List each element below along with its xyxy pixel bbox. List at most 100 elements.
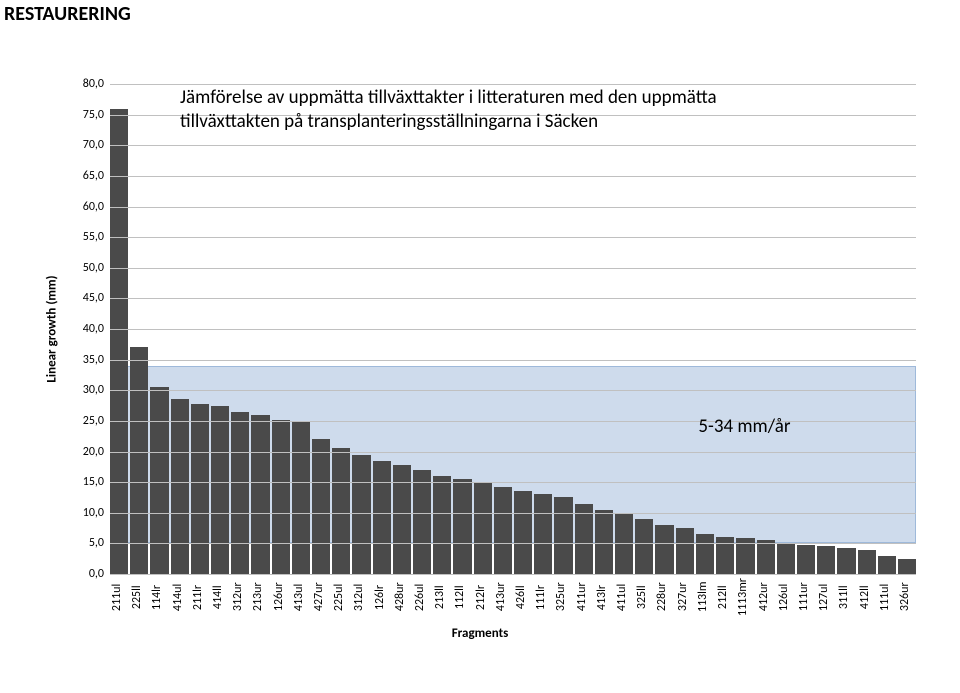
x-tick-label: 414ul: [171, 578, 189, 616]
y-axis-title: Linear growth (mm): [45, 275, 60, 382]
x-tick-label: 126ur: [272, 578, 290, 616]
bar: [837, 548, 855, 574]
grid-line: [110, 176, 916, 177]
x-tick-label: 114lr: [150, 578, 168, 616]
y-tick-label: 40,0: [83, 322, 104, 336]
x-tick-label: 226ul: [413, 578, 431, 616]
x-tick-label: 111lr: [534, 578, 552, 616]
x-tick-label: 311ll: [837, 578, 855, 616]
bar: [453, 479, 471, 574]
bar: [332, 448, 350, 574]
x-tick-label: 212ll: [716, 578, 734, 616]
x-tick-label: 228ur: [655, 578, 673, 616]
x-tick-label: 414ll: [211, 578, 229, 616]
bar: [373, 461, 391, 574]
grid-line: [110, 298, 916, 299]
grid-line: [110, 268, 916, 269]
y-tick-label: 55,0: [83, 230, 104, 244]
x-tick-label: 411ur: [575, 578, 593, 616]
bar: [251, 415, 269, 574]
x-tick-label: 427ur: [312, 578, 330, 616]
chart-description-line: tillväxttakten på transplanteringsställn…: [180, 110, 717, 134]
y-tick-label: 30,0: [83, 383, 104, 397]
x-tick-label: 428ur: [393, 578, 411, 616]
bar: [433, 476, 451, 574]
x-axis-title: Fragments: [452, 626, 509, 641]
y-tick-label: 35,0: [83, 353, 104, 367]
x-tick-label: 325ur: [554, 578, 572, 616]
page-title: RESTAURERING: [4, 2, 131, 26]
x-tick-label: 413ur: [494, 578, 512, 616]
grid-line: [110, 421, 916, 422]
x-tick-label: 213ur: [251, 578, 269, 616]
x-tick-label: 127ul: [817, 578, 835, 616]
x-tick-label: 413ul: [292, 578, 310, 616]
chart-plot-area: Linear growth (mm) 0,05,010,015,020,025,…: [110, 84, 916, 574]
grid-line: [110, 84, 916, 85]
bar-chart: Linear growth (mm) 0,05,010,015,020,025,…: [40, 80, 920, 640]
bar: [534, 494, 552, 574]
bar: [171, 399, 189, 574]
y-tick-label: 0,0: [89, 567, 104, 581]
x-tick-label: 213ll: [433, 578, 451, 616]
bar: [272, 420, 290, 574]
x-tick-label: 225ll: [130, 578, 148, 616]
grid-line: [110, 145, 916, 146]
x-tick-label: 111ul: [878, 578, 896, 616]
bar: [211, 406, 229, 574]
bar: [110, 109, 128, 575]
bar: [231, 412, 249, 574]
grid-line: [110, 452, 916, 453]
bar: [150, 387, 168, 574]
x-tick-labels: 211ul225ll114lr414ul211lr414ll312ur213ur…: [110, 578, 916, 616]
y-tick-label: 70,0: [83, 138, 104, 152]
x-tick-label: 225ul: [332, 578, 350, 616]
grid-line: [110, 482, 916, 483]
x-tick-label: 211lr: [191, 578, 209, 616]
bar: [878, 556, 896, 574]
bar: [655, 525, 673, 574]
bar: [312, 439, 330, 574]
y-tick-label: 15,0: [83, 475, 104, 489]
y-tick-label: 45,0: [83, 291, 104, 305]
y-tick-label: 20,0: [83, 445, 104, 459]
bar: [292, 422, 310, 574]
bar: [676, 528, 694, 574]
y-tick-label: 80,0: [83, 77, 104, 91]
bar: [817, 546, 835, 574]
x-tick-label: 126ul: [777, 578, 795, 616]
bar: [797, 545, 815, 574]
y-tick-label: 65,0: [83, 169, 104, 183]
grid-line: [110, 574, 916, 575]
bar: [696, 534, 714, 574]
bar: [777, 543, 795, 574]
grid-line: [110, 360, 916, 361]
bar: [858, 550, 876, 575]
bar: [474, 483, 492, 574]
x-tick-label: 126lr: [373, 578, 391, 616]
chart-annotation: 5-34 mm/år: [698, 415, 790, 438]
y-tick-label: 75,0: [83, 108, 104, 122]
bar: [413, 470, 431, 574]
bar: [898, 559, 916, 574]
y-tick-label: 60,0: [83, 200, 104, 214]
bar: [494, 487, 512, 574]
bar: [595, 510, 613, 574]
x-tick-label: 413lr: [595, 578, 613, 616]
y-tick-label: 25,0: [83, 414, 104, 428]
grid-line: [110, 390, 916, 391]
x-tick-label: 412ur: [757, 578, 775, 616]
y-tick-label: 10,0: [83, 506, 104, 520]
x-tick-label: 327ur: [676, 578, 694, 616]
bar: [191, 404, 209, 574]
x-tick-label: 111ur: [797, 578, 815, 616]
x-tick-label: 411ul: [615, 578, 633, 616]
x-tick-label: 113lm: [696, 578, 714, 616]
bar: [757, 540, 775, 574]
x-tick-label: 1113mr: [736, 578, 754, 616]
x-tick-label: 312ur: [231, 578, 249, 616]
x-tick-label: 326ur: [898, 578, 916, 616]
x-tick-label: 312ul: [352, 578, 370, 616]
grid-line: [110, 207, 916, 208]
x-tick-label: 212lr: [474, 578, 492, 616]
